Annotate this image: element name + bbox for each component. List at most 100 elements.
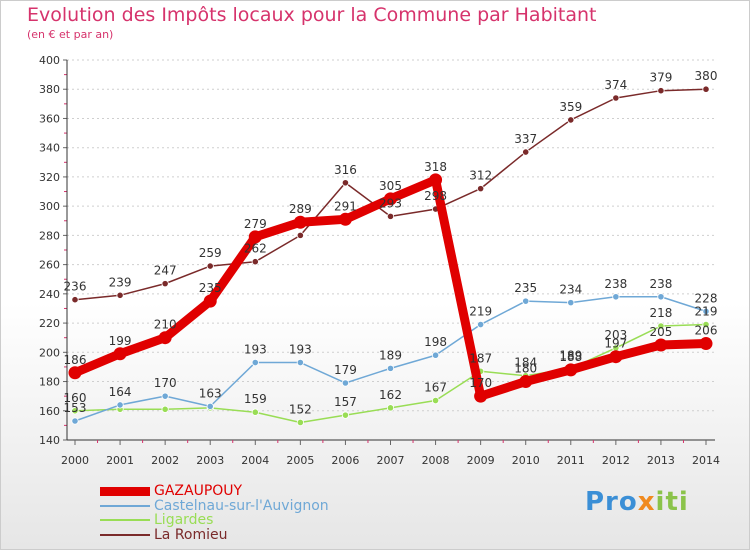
- x-tick-label: 2013: [647, 454, 675, 467]
- y-tick-label: 340: [39, 142, 60, 155]
- data-point: [657, 87, 665, 95]
- data-point: [251, 358, 259, 367]
- data-point: [251, 258, 259, 266]
- y-tick-label: 400: [39, 54, 60, 67]
- data-label: 186: [64, 353, 87, 367]
- y-tick-label: 240: [39, 288, 60, 301]
- data-label: 337: [514, 132, 537, 146]
- data-label: 259: [199, 246, 222, 260]
- data-label: 262: [244, 242, 267, 256]
- data-label: 238: [649, 277, 672, 291]
- data-label: 239: [109, 275, 132, 289]
- data-point: [702, 320, 710, 329]
- x-tick-label: 2014: [692, 454, 720, 467]
- data-label: 162: [379, 388, 402, 402]
- y-tick-label: 200: [39, 346, 60, 359]
- x-tick-label: 2007: [377, 454, 405, 467]
- data-point: [68, 366, 82, 380]
- data-point: [341, 379, 350, 387]
- data-point: [609, 350, 623, 364]
- legend-swatch: [100, 504, 150, 507]
- data-point: [71, 407, 79, 415]
- proxiti-logo: Proxiti: [585, 487, 689, 517]
- y-tick-label: 360: [39, 112, 60, 125]
- data-point: [341, 411, 350, 419]
- data-label: 188: [559, 350, 582, 364]
- data-label: 193: [244, 343, 267, 357]
- data-label: 289: [289, 202, 312, 216]
- data-label: 379: [649, 71, 672, 85]
- data-label: 163: [199, 386, 222, 400]
- data-label: 316: [334, 163, 357, 177]
- data-label: 279: [244, 217, 267, 231]
- y-tick-label: 180: [39, 376, 60, 389]
- data-label: 184: [514, 356, 537, 370]
- data-label: 170: [469, 376, 492, 390]
- data-point: [386, 364, 395, 372]
- data-label: 305: [379, 179, 402, 193]
- data-label: 153: [64, 401, 87, 415]
- legend-item: Castelnau-sur-l'Auvignon: [100, 499, 329, 514]
- data-label: 228: [695, 291, 718, 305]
- data-label: 234: [559, 283, 582, 297]
- data-label: 374: [604, 78, 627, 92]
- data-label: 193: [289, 343, 312, 357]
- data-point: [567, 116, 575, 124]
- data-label: 189: [379, 348, 402, 362]
- data-point: [248, 230, 262, 244]
- legend-label: GAZAUPOUY: [154, 483, 243, 500]
- data-label: 170: [154, 376, 177, 390]
- data-label: 206: [695, 324, 718, 338]
- data-point: [296, 231, 304, 239]
- data-label: 218: [649, 306, 672, 320]
- data-point: [293, 215, 307, 229]
- chart-legend: GAZAUPOUY Castelnau-sur-l'Auvignon Ligarde…: [100, 484, 329, 542]
- legend-label: Ligardes: [154, 512, 214, 529]
- x-tick-label: 2008: [422, 454, 450, 467]
- data-point: [699, 337, 713, 351]
- data-point: [71, 296, 79, 304]
- x-tick-label: 2004: [241, 454, 269, 467]
- y-tick-label: 320: [39, 171, 60, 184]
- data-point: [431, 396, 440, 405]
- data-label: 198: [424, 335, 447, 349]
- data-point: [612, 293, 620, 301]
- data-label: 189: [559, 348, 582, 362]
- data-label: 164: [109, 385, 132, 399]
- data-point: [702, 307, 710, 315]
- x-tick-label: 2011: [557, 454, 585, 467]
- x-tick-label: 2005: [286, 454, 314, 467]
- data-point: [338, 212, 352, 226]
- data-point: [519, 375, 533, 389]
- y-tick-label: 300: [39, 200, 60, 213]
- x-tick-label: 2010: [512, 454, 540, 467]
- data-point: [161, 392, 169, 400]
- data-point: [203, 294, 217, 308]
- x-tick-label: 2006: [331, 454, 359, 467]
- data-point: [567, 299, 575, 307]
- data-point: [161, 405, 169, 413]
- data-point: [522, 148, 530, 156]
- data-label: 159: [244, 392, 267, 406]
- data-label: 219: [695, 305, 718, 319]
- data-label: 210: [154, 318, 177, 332]
- legend-swatch: [100, 533, 150, 536]
- data-point: [206, 262, 214, 270]
- data-point: [612, 94, 620, 102]
- y-tick-label: 160: [39, 405, 60, 418]
- data-point: [386, 404, 395, 412]
- chart-title: Evolution des Impôts locaux pour la Comm…: [27, 4, 597, 26]
- data-point: [296, 418, 304, 427]
- data-label: 359: [559, 100, 582, 114]
- legend-swatch: [100, 519, 150, 522]
- chart-subtitle: (en € et par an): [27, 28, 114, 41]
- data-label: 205: [649, 325, 672, 339]
- y-tick-label: 280: [39, 229, 60, 242]
- data-label: 236: [64, 280, 87, 294]
- data-label: 203: [604, 328, 627, 342]
- y-tick-label: 380: [39, 83, 60, 96]
- data-point: [474, 389, 488, 403]
- data-point: [384, 192, 397, 206]
- data-label: 247: [154, 264, 177, 278]
- data-point: [477, 320, 485, 329]
